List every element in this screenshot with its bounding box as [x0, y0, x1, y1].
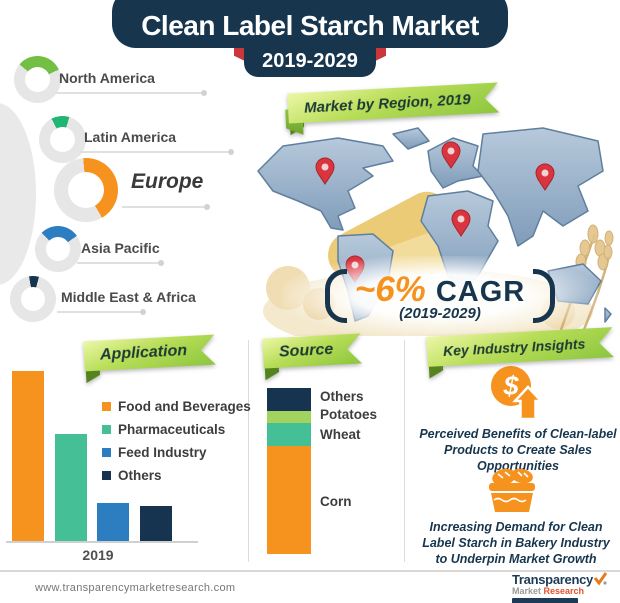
source-stacked-bar — [267, 388, 311, 554]
segment-label-others: Others — [320, 389, 364, 404]
region-label-latin-america: Latin America — [84, 129, 177, 145]
x-axis-line — [6, 541, 198, 543]
tmr-logo: Transparency Market Research — [512, 572, 610, 603]
region-label-asia-pacific: Asia Pacific — [81, 240, 160, 256]
segment-label-wheat: Wheat — [320, 427, 361, 442]
region-label-north-america: North America — [59, 70, 155, 86]
website-link[interactable]: www.transparencymarketresearch.com — [35, 582, 236, 594]
brace-right — [533, 269, 556, 323]
segment-label-potatoes: Potatoes — [320, 407, 378, 422]
legend-item: Others — [102, 468, 251, 483]
legend-item: Food and Beverages — [102, 399, 251, 414]
source-ribbon-label: Source — [262, 333, 362, 368]
region-label-europe: Europe — [131, 170, 204, 193]
application-bar-chart — [8, 371, 200, 542]
cagr-label: CAGR — [435, 276, 526, 308]
bar-others — [140, 506, 172, 542]
donut-middle-east-africa — [10, 276, 56, 322]
callout-line — [80, 149, 234, 155]
column-divider — [248, 340, 249, 562]
cagr-value: ~6% — [354, 270, 426, 309]
bar-pharmaceuticals — [55, 434, 87, 542]
segment-potatoes — [267, 411, 311, 423]
callout-line — [122, 204, 210, 210]
segment-wheat — [267, 423, 311, 446]
dollar-growth-icon: $ — [487, 365, 544, 428]
bar-food-and-beverages — [12, 371, 44, 542]
legend-label: Food and Beverages — [118, 399, 251, 414]
legend-item: Pharmaceuticals — [102, 422, 251, 437]
insight-text-1: Perceived Benefits of Clean-label Produc… — [419, 427, 617, 473]
legend-swatch-others — [102, 471, 111, 480]
logo-text-market: Market — [512, 586, 542, 596]
legend-label: Others — [118, 468, 162, 483]
segment-label-corn: Corn — [320, 494, 352, 509]
callout-line — [56, 90, 207, 96]
brace-left — [324, 269, 347, 323]
title-banner: Clean Label Starch Market — [112, 0, 508, 48]
callout-line — [77, 260, 164, 266]
donut-europe — [54, 158, 118, 222]
source-ribbon: Source — [262, 333, 362, 381]
legend-item: Feed Industry — [102, 445, 251, 460]
x-axis-tick-2019: 2019 — [82, 547, 114, 563]
legend-swatch-food-and-beverages — [102, 402, 111, 411]
application-ribbon: Application — [83, 335, 215, 384]
legend-swatch-pharmaceuticals — [102, 425, 111, 434]
period-label: 2019-2029 — [262, 50, 358, 72]
application-ribbon-label: Application — [83, 335, 215, 372]
donut-asia-pacific — [35, 226, 81, 272]
page-title: Clean Label Starch Market — [141, 10, 479, 41]
legend-label: Pharmaceuticals — [118, 422, 226, 437]
bar-feed-industry — [97, 503, 129, 542]
segment-corn — [267, 446, 311, 554]
bakery-basket-icon — [481, 466, 543, 523]
legend-label: Feed Industry — [118, 445, 207, 460]
callout-line — [57, 309, 146, 315]
region-label-middle-east-africa: Middle East & Africa — [61, 289, 196, 305]
cagr-badge: ~6% CAGR (2019-2029) — [282, 256, 598, 336]
period-banner: 2019-2029 — [244, 46, 376, 77]
application-legend: Food and Beverages Pharmaceuticals Feed … — [102, 399, 251, 491]
legend-swatch-feed-industry — [102, 448, 111, 457]
donut-north-america — [14, 56, 61, 103]
cagr-period: (2019-2029) — [399, 305, 481, 322]
logo-check-icon — [593, 572, 607, 586]
logo-text-transparency: Transparency — [512, 572, 593, 587]
insight-text-2: Increasing Demand for Clean Label Starch… — [422, 520, 610, 566]
footer-divider — [0, 570, 620, 572]
segment-others — [267, 388, 311, 411]
logo-tagline-strip — [512, 598, 578, 603]
decorative-blob — [0, 103, 36, 285]
svg-text:$: $ — [502, 371, 519, 401]
logo-text-research: Research — [543, 586, 585, 596]
column-divider — [404, 340, 405, 562]
donut-latin-america — [39, 116, 86, 163]
